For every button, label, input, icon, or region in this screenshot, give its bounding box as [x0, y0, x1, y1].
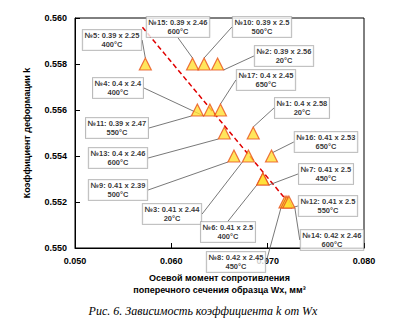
- svg-text:400°C: 400°C: [218, 232, 240, 241]
- svg-text:450°C: 450°C: [226, 262, 248, 271]
- svg-text:600°C: 600°C: [108, 158, 130, 167]
- svg-text:400°C: 400°C: [102, 40, 124, 49]
- svg-text:№6: 0.41 x 2.5: №6: 0.41 x 2.5: [203, 223, 253, 232]
- svg-text:Коэффициент деформации k: Коэффициент деформации k: [22, 67, 32, 199]
- svg-text:поперечного сечения образца Wx: поперечного сечения образца Wx, мм³: [133, 285, 305, 295]
- svg-text:400°C: 400°C: [108, 88, 130, 97]
- svg-text:№4: 0.4 x 2.4: №4: 0.4 x 2.4: [95, 79, 142, 88]
- svg-text:0.060: 0.060: [160, 256, 183, 266]
- svg-text:№5: 0.39 x 2.25: №5: 0.39 x 2.25: [85, 31, 140, 40]
- svg-text:500°C: 500°C: [108, 190, 130, 199]
- svg-text:№7: 0.41 x 2.5: №7: 0.41 x 2.5: [301, 165, 351, 174]
- svg-text:0.560: 0.560: [44, 13, 67, 23]
- svg-text:№3: 0.41 x 2.44: №3: 0.41 x 2.44: [145, 205, 200, 214]
- svg-text:20°C: 20°C: [294, 108, 311, 117]
- svg-text:№2: 0.39 x 2.56: №2: 0.39 x 2.56: [257, 47, 312, 56]
- svg-text:0.080: 0.080: [353, 256, 376, 266]
- svg-text:№12: 0.41 x 2.5: №12: 0.41 x 2.5: [301, 197, 356, 206]
- svg-text:500°C: 500°C: [252, 27, 274, 36]
- svg-text:0.554: 0.554: [44, 151, 67, 161]
- svg-text:600°C: 600°C: [168, 27, 190, 36]
- svg-text:550°C: 550°C: [107, 128, 129, 137]
- svg-text:№15: 0.39 x 2.46: №15: 0.39 x 2.46: [149, 18, 208, 27]
- svg-text:0.050: 0.050: [64, 256, 87, 266]
- svg-text:20°C: 20°C: [164, 214, 181, 223]
- svg-text:№8: 0.42 x 2.45: №8: 0.42 x 2.45: [209, 253, 264, 262]
- svg-text:№9: 0.41 x 2.39: №9: 0.41 x 2.39: [91, 181, 146, 190]
- svg-text:№17: 0.4 x 2.45: №17: 0.4 x 2.45: [239, 71, 294, 80]
- svg-text:№14: 0.42 x 2.46: №14: 0.42 x 2.46: [303, 231, 362, 240]
- svg-text:№1: 0.4 x 2.58: №1: 0.4 x 2.58: [277, 99, 327, 108]
- svg-text:20°C: 20°C: [276, 56, 293, 65]
- svg-text:Осевой момент сопротивления: Осевой момент сопротивления: [149, 273, 290, 283]
- svg-text:0.552: 0.552: [44, 197, 67, 207]
- svg-text:Рис. 6. Зависимость коэффициен: Рис. 6. Зависимость коэффициента k от Wx: [88, 304, 318, 318]
- svg-text:650°C: 650°C: [256, 80, 278, 89]
- svg-text:600°C: 600°C: [322, 240, 344, 249]
- svg-text:№16: 0.41 x 2.53: №16: 0.41 x 2.53: [297, 133, 356, 142]
- svg-text:0.550: 0.550: [44, 243, 67, 253]
- svg-text:0.558: 0.558: [44, 59, 67, 69]
- svg-text:650°C: 650°C: [316, 142, 338, 151]
- svg-text:№11: 0.39 x 2.47: №11: 0.39 x 2.47: [88, 119, 146, 128]
- svg-text:№13: 0.4 x 2.46: №13: 0.4 x 2.46: [91, 149, 146, 158]
- svg-text:№10: 0.39 x 2.5: №10: 0.39 x 2.5: [235, 18, 290, 27]
- svg-text:0.556: 0.556: [44, 105, 67, 115]
- svg-text:450°C: 450°C: [316, 174, 338, 183]
- svg-text:550°C: 550°C: [318, 206, 340, 215]
